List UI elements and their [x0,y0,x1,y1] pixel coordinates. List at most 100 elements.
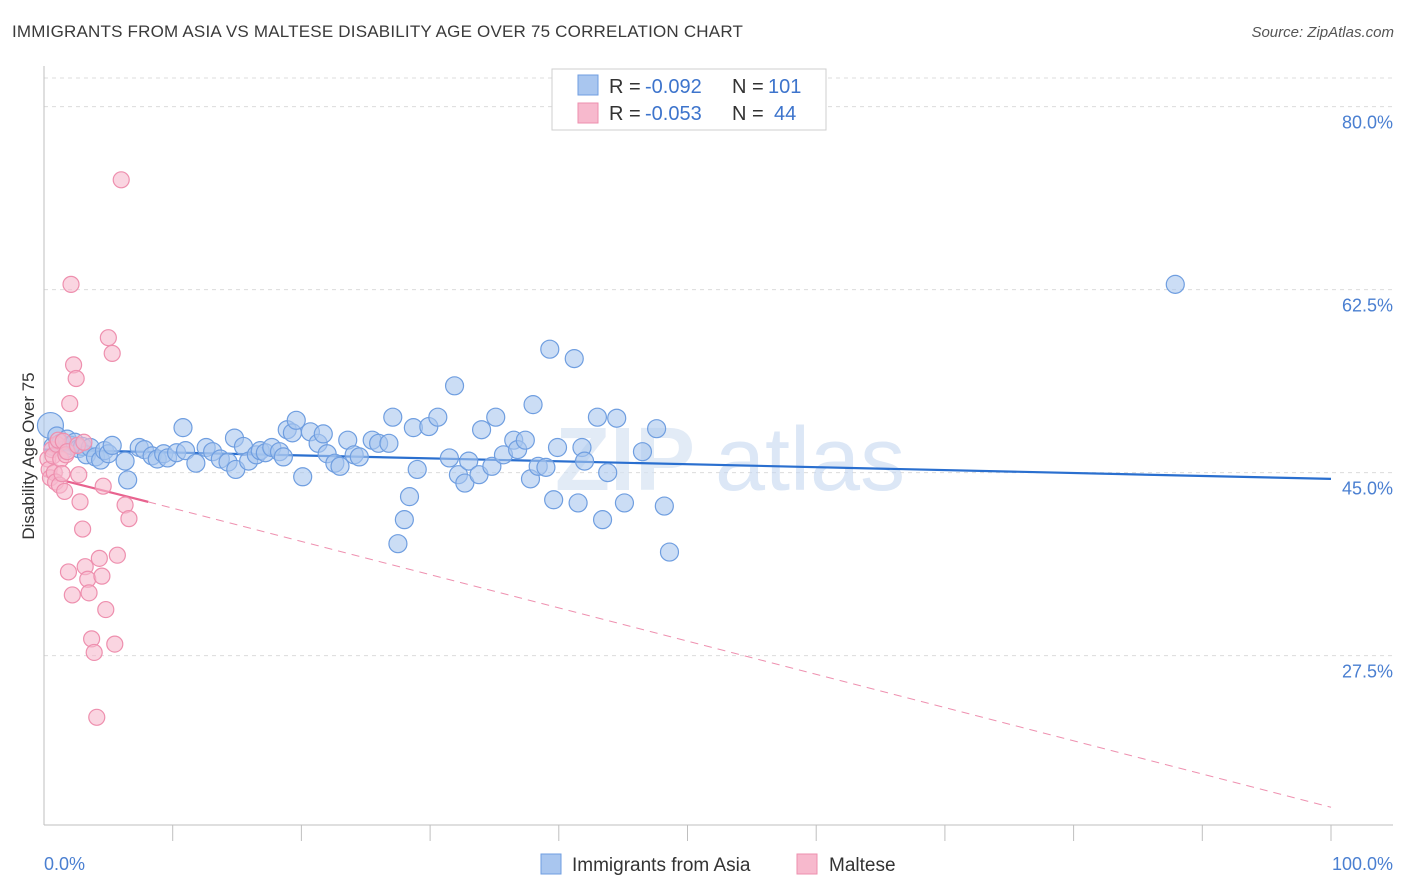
asia-point [439,448,460,468]
watermark-atlas: atlas [715,410,905,510]
chart-title: IMMIGRANTS FROM ASIA VS MALTESE DISABILI… [12,22,744,41]
asia-point [399,487,420,507]
asia-point [614,493,635,513]
asia-point [598,462,618,483]
asia-point [273,447,293,467]
maltese-point [103,344,121,362]
maltese-point [74,520,92,538]
y-tick-label: 45.0% [1342,479,1393,499]
asia-point [118,470,138,490]
asia-point [444,376,465,396]
maltese-point [61,394,79,413]
legend-n-value-2: 44 [774,103,796,125]
asia-point [175,441,196,461]
asia-point [455,473,475,493]
asia-point [186,453,206,473]
legend: R = -0.092 N = 101 R = -0.053 N = 44 [551,68,827,131]
x-tick-label: 0.0% [44,854,85,874]
maltese-point [108,546,126,564]
legend-r-label-2: R = [609,103,641,125]
asia-point [428,407,448,427]
asia-point [523,395,543,415]
maltese-point [62,275,80,293]
maltese-point [71,493,89,511]
legend-swatch-blue [577,74,599,96]
asia-point [482,456,502,476]
asia-point [173,418,193,438]
asia-point [407,459,427,480]
asia-point [349,447,369,467]
asia-point [293,467,313,487]
maltese-point [99,329,117,347]
asia-point [564,349,584,369]
maltese-point [53,465,71,483]
data-points [36,171,1185,726]
maltese-point [55,482,74,501]
asia-point [330,456,350,476]
asia-point [102,435,122,456]
asia-point [471,420,492,440]
legend-r-label-1: R = [609,76,641,98]
maltese-point [88,708,106,726]
maltese-point [120,510,138,528]
asia-point [659,542,680,562]
asia-point [547,437,568,458]
legend-n-label-2: N = [732,103,764,125]
maltese-point [93,567,111,585]
asia-point [587,407,608,427]
grid-layer [44,77,1393,657]
asia-point [632,442,653,462]
asia-point [544,490,564,510]
chart-source: Source: ZipAtlas.com [1251,24,1394,41]
maltese-point [63,586,81,604]
asia-point [540,339,560,359]
asia-point [388,534,408,554]
asia-point [592,510,613,530]
maltese-trend-line [148,501,1332,808]
maltese-point [70,466,88,484]
legend-swatch-pink [577,102,599,124]
y-axis-label: Disability Age Over 75 [19,372,38,539]
maltese-point [90,549,108,567]
asia-point [607,408,627,428]
bottom-legend-swatch-blue [540,853,562,875]
maltese-point [85,643,103,662]
maltese-point [97,600,115,619]
asia-point [647,419,667,439]
legend-r-value-1: -0.092 [645,76,702,98]
x-tick-label: 100.0% [1332,854,1393,874]
legend-r-value-2: -0.053 [645,103,702,125]
y-tick-label: 62.5% [1342,296,1393,316]
asia-point [115,451,135,471]
asia-point [383,407,403,427]
bottom-legend-label-maltese: Maltese [829,855,896,876]
axis-layer: 80.0% 62.5% 45.0% 27.5% 0.0% 100.0% Disability… [19,66,1393,874]
watermark: ZIP atlas [555,410,905,510]
asia-point [459,451,479,471]
asia-point [394,510,414,530]
asia-point [654,496,674,516]
asia-point [286,410,306,430]
maltese-point [112,171,130,189]
maltese-point [94,477,112,495]
bottom-legend: Immigrants from Asia Maltese [540,853,896,876]
asia-point [486,407,506,427]
asia-point [379,433,399,453]
maltese-point [106,635,124,653]
asia-point [313,424,333,444]
maltese-point [59,563,78,581]
maltese-point [67,369,85,388]
legend-n-value-1: 101 [768,76,801,98]
y-tick-label: 27.5% [1342,662,1393,682]
asia-point [568,493,588,513]
asia-point [574,451,595,471]
bottom-legend-label-asia: Immigrants from Asia [572,855,751,876]
legend-n-label-1: N = [732,76,764,98]
asia-point [536,457,556,477]
maltese-point [75,433,93,451]
y-tick-label: 80.0% [1342,113,1393,133]
asia-point [515,430,535,450]
bottom-legend-swatch-pink [796,853,818,875]
maltese-point [80,584,98,602]
